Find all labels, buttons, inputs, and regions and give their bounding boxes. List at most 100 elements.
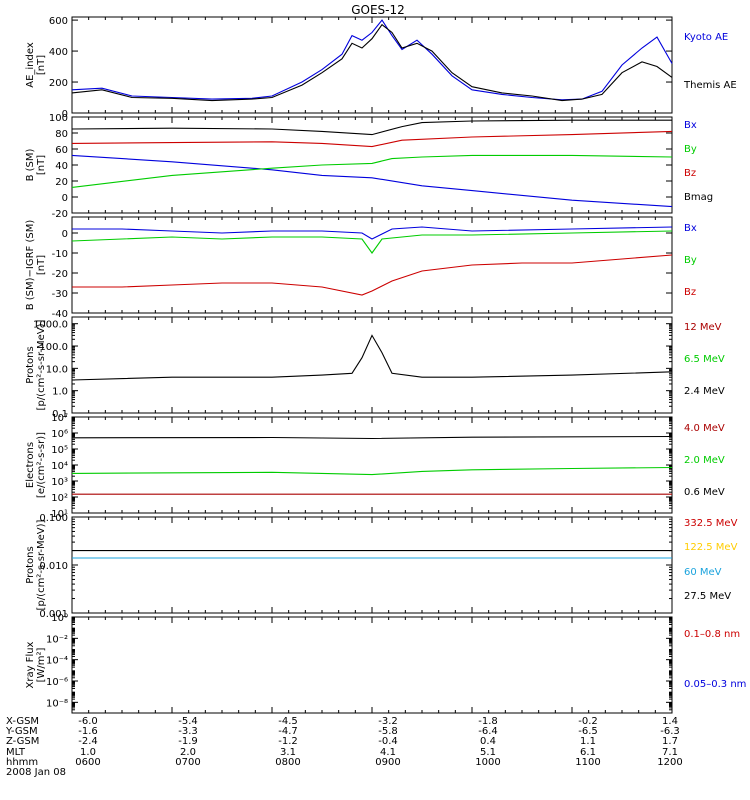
orbit-cell: 0.4 — [480, 736, 496, 747]
series-line-0-6-mev — [71, 435, 673, 440]
orbit-cell: -0.2 — [578, 716, 598, 727]
series-line-bx — [72, 226, 673, 240]
panel-6: 0.001 0.010 0.100 Protons [p/(cm²-s-sr-MeV)]… — [25, 513, 738, 620]
panel-frame — [71, 316, 673, 414]
series-line-bmag — [71, 119, 672, 136]
orbit-cell: -6.5 — [578, 726, 598, 737]
y-tick-label: 20 — [55, 177, 68, 188]
legend-label: 0.05–0.3 nm — [684, 679, 746, 690]
y-tick-label: 100.0 — [39, 342, 68, 353]
orbit-cell: 0600 — [75, 757, 100, 768]
y-axis-label: [nT] — [36, 255, 47, 275]
y-tick-label: 10² — [51, 493, 68, 504]
legend-label: 12 MeV — [684, 322, 722, 333]
orbit-cell: 6.1 — [580, 747, 596, 758]
y-tick-label: -40 — [52, 309, 68, 320]
series-line-bz — [71, 130, 673, 148]
orbit-cell: -5.4 — [178, 716, 198, 727]
orbit-cell: -6.3 — [660, 726, 680, 737]
panel-4: 0.1 1.0 10.0 100.0 1000.0 Protons [p/(cm²-s-sr… — [25, 316, 725, 420]
y-tick-label: -10 — [52, 249, 68, 260]
y-tick-label: 10⁰ — [51, 613, 68, 624]
y-axis-label: [W/m²] — [36, 647, 47, 682]
orbit-cell: -1.8 — [478, 716, 498, 727]
y-tick-label: 400 — [49, 47, 68, 58]
legend-label: 60 MeV — [684, 567, 722, 578]
orbit-cell: -0.4 — [378, 736, 398, 747]
legend-label: Bx — [684, 223, 697, 234]
orbit-cell: 0900 — [375, 757, 400, 768]
y-axis-label: [nT] — [36, 55, 47, 75]
y-tick-label: 10.0 — [46, 364, 68, 375]
legend-label: By — [684, 144, 697, 155]
y-tick-label: 200 — [49, 78, 68, 89]
y-tick-label: 60 — [55, 145, 68, 156]
orbit-row-label: hhmm — [6, 757, 38, 768]
y-tick-label: 0.010 — [39, 561, 68, 572]
series-line-kyoto-ae — [71, 19, 673, 101]
y-axis-label: Protons — [25, 546, 36, 583]
legend-label: 332.5 MeV — [684, 518, 738, 529]
y-tick-label: 0.001 — [39, 609, 68, 620]
orbit-cell: -2.4 — [78, 736, 98, 747]
legend-label: Themis AE — [683, 80, 737, 91]
orbit-cell: 1200 — [657, 757, 682, 768]
y-tick-label: 0 — [62, 229, 68, 240]
orbit-cell: -6.0 — [78, 716, 98, 727]
y-tick-label: 10⁻⁶ — [46, 677, 68, 688]
y-tick-label: -20 — [52, 269, 68, 280]
y-axis-label: Electrons — [25, 442, 36, 488]
orbit-cell: 1.1 — [580, 736, 596, 747]
orbit-cell: 1.0 — [80, 747, 96, 758]
y-tick-label: 1000.0 — [33, 320, 68, 331]
series-line-by — [71, 154, 673, 188]
y-tick-label: 10⁻⁴ — [46, 656, 68, 667]
orbit-cell: 1.7 — [662, 736, 678, 747]
y-tick-label: 0.100 — [39, 513, 68, 524]
orbit-cell: 4.1 — [380, 747, 396, 758]
legend-label: Kyoto AE — [684, 32, 728, 43]
orbit-row-label: X-GSM — [6, 716, 39, 727]
y-tick-label: 10¹ — [51, 509, 68, 520]
panel-2: -20 0 20 40 60 80 100 B (SM) [nT] Bx By Bz Bmag — [25, 113, 713, 220]
y-axis-label: B (SM)−IGRF (SM) — [25, 220, 36, 311]
panel-1: 0 200 400 600 AE_index [nT] Kyoto AE Themis AE — [25, 16, 737, 120]
legend-label: 0.6 MeV — [684, 487, 725, 498]
orbit-cell: 0700 — [175, 757, 200, 768]
legend-label: Bmag — [684, 192, 713, 203]
y-tick-label: 0 — [62, 109, 68, 120]
y-axis-label: B (SM) — [25, 148, 36, 181]
y-tick-label: 40 — [55, 161, 68, 172]
legend-label: 27.5 MeV — [684, 591, 731, 602]
y-tick-label: 10⁴ — [51, 461, 68, 472]
panel-frame — [71, 516, 673, 614]
orbit-cell: 5.1 — [480, 747, 496, 758]
orbit-cell: 1100 — [575, 757, 600, 768]
orbit-cell: -3.3 — [178, 726, 198, 737]
legend-label: 0.1–0.8 nm — [684, 629, 740, 640]
y-tick-label: 10⁷ — [51, 413, 68, 424]
y-axis-label: [e/(cm²-s-sr)] — [36, 432, 47, 498]
y-tick-label: 600 — [49, 16, 68, 27]
legend-label: 4.0 MeV — [684, 423, 725, 434]
y-tick-label: 80 — [55, 129, 68, 140]
y-tick-label: 10³ — [51, 477, 68, 488]
panel-frame — [71, 216, 673, 314]
y-tick-label: 10⁵ — [51, 445, 68, 456]
y-axis-label: Protons — [25, 346, 36, 383]
legend-label: 2.0 MeV — [684, 455, 725, 466]
series-line-2-4-mev — [71, 334, 673, 381]
panel-frame — [71, 116, 673, 214]
legend-label: Bz — [684, 287, 696, 298]
orbit-row-label: Y-GSM — [5, 726, 38, 737]
y-tick-label: 100 — [49, 113, 68, 124]
y-tick-label: -30 — [52, 289, 68, 300]
plot-title: GOES-12 — [351, 3, 405, 17]
orbit-cell: -5.8 — [378, 726, 398, 737]
y-axis-label: [p/(cm²-s-sr-MeV)] — [36, 319, 47, 410]
orbit-cell: 0800 — [275, 757, 300, 768]
orbit-cell: -6.4 — [478, 726, 498, 737]
legend-label: By — [684, 255, 697, 266]
